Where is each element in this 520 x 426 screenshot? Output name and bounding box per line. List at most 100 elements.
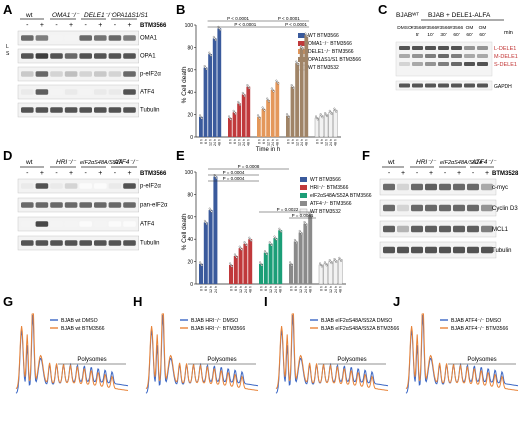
replicate-dot [321,116,324,119]
significance-label: P = 0.0004 [223,170,245,175]
blot-band [35,183,49,189]
replicate-dot [320,265,323,268]
bar [328,112,333,138]
blot-band [64,71,78,77]
replicate-dot [333,107,336,110]
treatment-sign: - [114,170,117,177]
bar [278,230,283,284]
blot-band [64,35,78,41]
significance-label: P = 0.0004 [223,176,245,181]
legend-entry: OPA1ΔS1/S1 BTM3566 [308,57,361,63]
bar [212,38,217,137]
blot-band [35,221,49,227]
bar [338,259,343,285]
blot-band [399,62,410,66]
replicate-dot [299,231,302,234]
polysome-trace-treated [145,313,259,391]
replicate-dot [248,87,251,90]
bar [241,94,246,137]
replicate-dot [250,239,253,242]
replicate-dot [295,60,298,63]
bar [298,232,303,284]
e-ylabel: % Cell death [181,213,188,250]
replicate-dot [229,118,232,121]
x-tick-label: 0 h [315,139,319,144]
replicate-dot [205,68,208,71]
blot-band [399,54,410,58]
c-band-l: L-DELE1 [494,46,516,52]
replicate-dot [305,34,308,37]
replicate-dot [212,35,215,38]
band-label: p-eIF2α [140,184,161,190]
replicate-dot [264,251,267,254]
x-tick-label: 48 h [276,139,280,146]
bar [217,28,222,137]
x-tick-label: 24 h [334,286,338,293]
replicate-dot [257,115,260,118]
bar [248,239,253,284]
x-tick-label: 24 h [274,286,278,293]
replicate-dot [330,112,333,115]
blot-band [477,83,488,88]
replicate-dot [267,99,270,101]
replicate-dot [338,256,341,259]
treatment-sign: + [485,170,489,177]
blot-band [94,53,107,59]
c-time: 60' [453,32,459,38]
x-tick-label: 12 h [209,286,213,293]
replicate-dot [235,256,238,259]
x-tick-label: 48 h [247,139,251,146]
f-lane-wt: wt [387,159,395,166]
blot-band [123,53,136,59]
replicate-dot [265,253,268,256]
c-condition: DMSO [397,25,412,31]
replicate-dot [260,262,262,265]
blot-band [481,204,493,212]
replicate-dot [200,117,203,120]
replicate-dot [324,262,327,265]
x-tick-label: 6 h [291,139,295,144]
panel-label-a: A [3,2,13,17]
polysome-label: Polysomes [467,357,496,363]
panel-label-i: I [264,294,268,309]
replicate-dot [233,111,236,114]
replicate-dot [199,115,202,118]
blot-band [412,54,423,58]
legend-entry: WT BTM3566 [308,33,339,39]
a-lane-dele1: DELE1⁻/⁻ [84,12,114,19]
blot-band [64,240,78,246]
panel-label-h: H [133,294,142,309]
a-opa1-mark-l: L [6,44,9,50]
polysome-legend-entry: BJAB HRI⁻/⁻ BTM3566 [191,326,245,332]
blot-band [79,35,92,41]
bar [199,116,203,137]
replicate-dot [333,258,336,260]
replicate-dot [300,233,303,235]
bar [273,238,278,284]
d-lane-wt: wt [25,159,33,166]
a-treatment-signs: - + - + - + - + [26,22,131,29]
f-blots: c-myc Cyclin D3 MCL1 Tubulin [379,178,518,259]
replicate-dot [301,47,304,50]
blot-band [108,240,122,246]
legend-swatch [300,177,307,182]
replicate-dot [277,82,280,85]
x-tick-label: 12 h [299,286,303,293]
replicate-dot [334,259,337,262]
blot-band [383,183,395,191]
blot-band [453,183,465,191]
replicate-dot [269,242,272,245]
blot-band [425,62,436,66]
replicate-dot [243,94,246,97]
blot-band [50,183,63,189]
blot-band [411,225,423,233]
replicate-dot [276,81,279,84]
blot-band [108,183,122,189]
x-tick-label: 12 h [238,139,242,146]
replicate-dot [199,114,201,117]
replicate-dot [228,117,231,119]
replicate-dot [295,241,298,244]
blot-band [94,240,107,246]
replicate-dot [290,264,293,267]
